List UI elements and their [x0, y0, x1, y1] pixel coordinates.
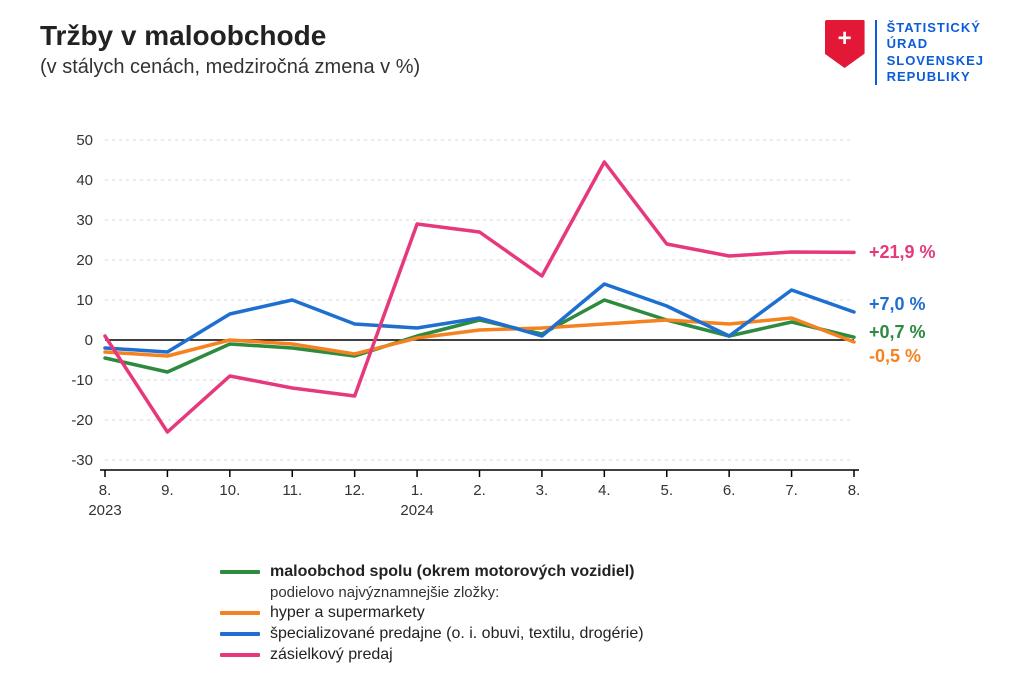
y-tick-label: 50 — [76, 132, 93, 149]
legend-label: maloobchod spolu (okrem motorových vozid… — [270, 563, 634, 581]
legend-swatch — [220, 611, 260, 615]
x-tick-label: 10. — [219, 482, 240, 499]
legend-swatch — [220, 570, 260, 574]
x-year-label: 2024 — [400, 502, 433, 519]
x-tick-label: 1. — [411, 482, 424, 499]
y-tick-label: 40 — [76, 172, 93, 189]
agency-name: ŠTATISTICKÝ ÚRAD SLOVENSKEJ REPUBLIKY — [875, 20, 984, 85]
x-tick-label: 6. — [723, 482, 736, 499]
end-label-mail_order: +21,9 % — [869, 242, 936, 262]
x-tick-label: 12. — [344, 482, 365, 499]
legend-swatch — [220, 653, 260, 657]
end-label-retail_total: +0,7 % — [869, 322, 926, 342]
legend-label: špecializované predajne (o. i. obuvi, te… — [270, 625, 644, 643]
series-mail_order — [105, 162, 854, 432]
x-tick-label: 2. — [473, 482, 486, 499]
legend-swatch — [220, 632, 260, 636]
legend-item: maloobchod spolu (okrem motorových vozid… — [220, 563, 644, 581]
end-label-specialized: +7,0 % — [869, 294, 926, 314]
legend-item: hyper a supermarkety — [220, 604, 644, 622]
end-label-hyper_super: -0,5 % — [869, 346, 921, 366]
chart-subtitle: (v stálych cenách, medziročná zmena v %) — [40, 56, 420, 79]
chart-legend: maloobchod spolu (okrem motorových vozid… — [220, 560, 644, 667]
y-tick-label: 0 — [85, 332, 93, 349]
legend-item: zásielkový predaj — [220, 646, 644, 664]
x-tick-label: 8. — [99, 482, 112, 499]
legend-subheading: podielovo najvýznamnejšie zložky: — [270, 584, 644, 601]
y-tick-label: 30 — [76, 212, 93, 229]
x-tick-label: 3. — [536, 482, 549, 499]
y-tick-label: -20 — [71, 412, 93, 429]
chart-title: Tržby v maloobchode — [40, 20, 420, 52]
x-tick-label: 7. — [785, 482, 798, 499]
x-tick-label: 5. — [660, 482, 673, 499]
legend-label: hyper a supermarkety — [270, 604, 425, 622]
y-tick-label: 10 — [76, 292, 93, 309]
chart-svg: -30 -20 -10 0 10 20 30 40 50 8. 2023 9. 10. 11. 12. 1. 2… — [40, 130, 984, 530]
y-tick-label: 20 — [76, 252, 93, 269]
legend-label: zásielkový predaj — [270, 646, 393, 664]
y-tick-label: -30 — [71, 452, 93, 469]
agency-logo: ŠTATISTICKÝ ÚRAD SLOVENSKEJ REPUBLIKY — [825, 20, 984, 85]
y-tick-label: -10 — [71, 372, 93, 389]
x-tick-label: 9. — [161, 482, 174, 499]
x-year-label: 2023 — [88, 502, 121, 519]
series-retail_total — [105, 300, 854, 372]
legend-item: špecializované predajne (o. i. obuvi, te… — [220, 625, 644, 643]
line-chart: -30 -20 -10 0 10 20 30 40 50 8. 2023 9. 10. 11. 12. 1. 2… — [40, 130, 984, 530]
x-tick-label: 11. — [282, 482, 302, 499]
x-tick-label: 8. — [848, 482, 861, 499]
x-tick-label: 4. — [598, 482, 611, 499]
shield-icon — [825, 20, 865, 68]
